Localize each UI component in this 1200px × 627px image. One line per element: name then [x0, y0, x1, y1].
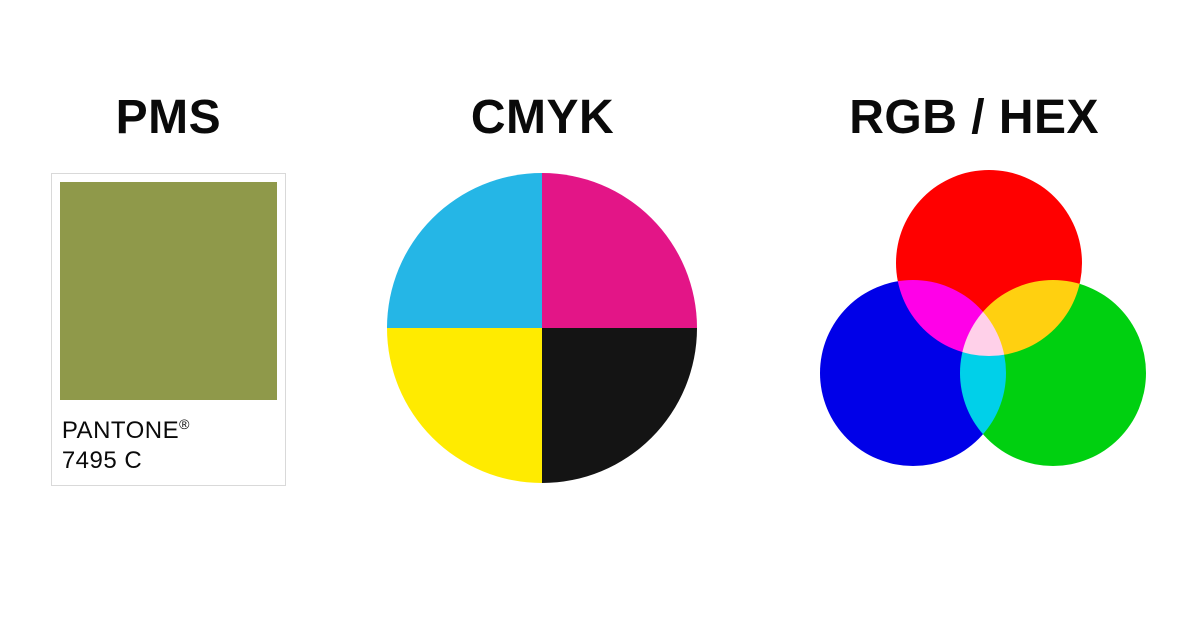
rgb-blend-stage [789, 173, 1149, 483]
pms-heading: PMS [116, 90, 222, 145]
cmyk-heading: CMYK [471, 90, 614, 145]
pms-column: PMS PANTONE® 7495 C [51, 90, 286, 486]
cmyk-cyan-quadrant [387, 173, 542, 328]
pms-swatch-color [60, 182, 277, 400]
rgb-heading: RGB / HEX [849, 90, 1099, 145]
pms-color-code: 7495 C [62, 447, 277, 475]
rgb-venn-diagram [789, 173, 1149, 483]
cmyk-column: CMYK [387, 90, 697, 483]
registered-mark-icon: ® [179, 416, 190, 432]
cmyk-circle-diagram [387, 173, 697, 483]
pms-swatch-card: PANTONE® 7495 C [51, 173, 286, 486]
pms-brand-label: PANTONE® [62, 416, 277, 445]
rgb-column: RGB / HEX [799, 90, 1149, 483]
rgb-green-circle [960, 280, 1146, 466]
pms-brand-text: PANTONE [62, 417, 179, 444]
cmyk-circle [387, 173, 697, 483]
cmyk-yellow-quadrant [387, 328, 542, 483]
pms-label-area: PANTONE® 7495 C [60, 400, 277, 477]
cmyk-black-quadrant [542, 328, 697, 483]
cmyk-magenta-quadrant [542, 173, 697, 328]
